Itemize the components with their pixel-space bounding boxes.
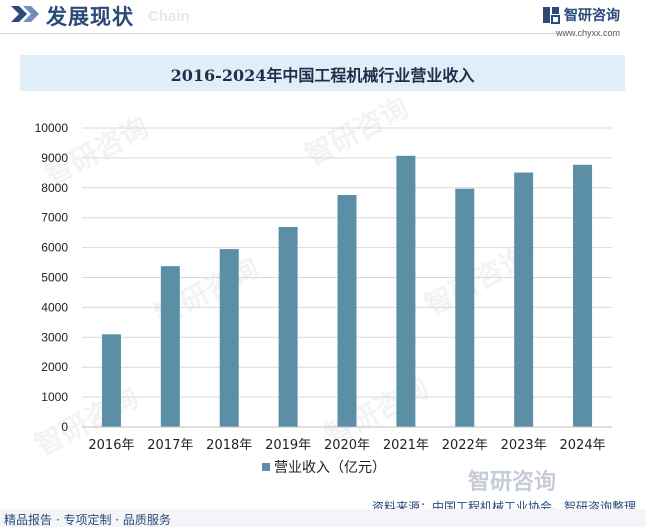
bar: [573, 164, 593, 428]
bar: [514, 172, 534, 427]
y-axis-ticks: 0 1000 2000 3000 4000 5000 6000 7000 8000 9000 100…: [35, 121, 69, 434]
x-tick-label: 2023年: [501, 438, 547, 453]
legend-swatch: [262, 463, 270, 471]
bar: [278, 226, 298, 427]
y-tick-label: 8000: [41, 181, 68, 195]
y-tick-label: 1000: [41, 390, 68, 404]
section-arrows-icon: [11, 6, 39, 22]
bar: [337, 194, 357, 427]
chart-title: 2016-2024年中国工程机械行业营业收入: [170, 66, 475, 85]
bar-chart: 0 1000 2000 3000 4000 5000 6000 7000 8000 9000 100…: [35, 121, 612, 453]
bar: [219, 249, 239, 427]
x-axis-ticks: 2016年 2017年 2018年 2019年 2020年 2021年 2022年 2023年…: [88, 438, 605, 453]
y-tick-label: 3000: [41, 330, 68, 344]
x-tick-label: 2024年: [560, 438, 606, 453]
bars: [101, 155, 593, 428]
footer-tagline: 精品报告 · 专项定制 · 品质服务: [4, 513, 171, 527]
x-tick-label: 2022年: [442, 438, 488, 453]
x-tick-label: 2021年: [383, 438, 429, 453]
x-tick-label: 2018年: [206, 438, 252, 453]
y-tick-label: 10000: [35, 121, 69, 135]
brand-url: www.chyxx.com: [556, 28, 621, 38]
bar: [101, 334, 121, 427]
y-tick-label: 9000: [41, 151, 68, 165]
y-tick-label: 6000: [41, 241, 68, 255]
header: 发展现状 Chain 智研咨询 www.chyxx.com: [0, 0, 646, 40]
section-title: 发展现状: [46, 5, 134, 29]
y-tick-label: 7000: [41, 211, 68, 225]
chart-title-band: 2016-2024年中国工程机械行业营业收入: [20, 55, 625, 91]
x-tick-label: 2016年: [88, 438, 134, 453]
legend-label: 营业收入（亿元）: [274, 460, 386, 476]
header-divider: [0, 33, 560, 34]
brand: 智研咨询 www.chyxx.com: [542, 4, 632, 40]
footer-bar: 精品报告 · 专项定制 · 品质服务: [0, 509, 646, 527]
bar: [396, 155, 416, 427]
y-tick-label: 5000: [41, 271, 68, 285]
x-tick-label: 2017年: [147, 438, 193, 453]
section-subtitle: Chain: [148, 8, 190, 25]
x-tick-label: 2020年: [324, 438, 370, 453]
y-tick-label: 2000: [41, 360, 68, 374]
brand-name: 智研咨询: [564, 8, 620, 24]
y-tick-label: 4000: [41, 300, 68, 314]
brand-logo-icon: [543, 7, 560, 24]
x-tick-label: 2019年: [265, 438, 311, 453]
footer-watermark: 智研咨询: [468, 470, 557, 495]
y-tick-label: 0: [61, 420, 68, 434]
bar: [160, 266, 180, 427]
bar: [455, 188, 475, 427]
